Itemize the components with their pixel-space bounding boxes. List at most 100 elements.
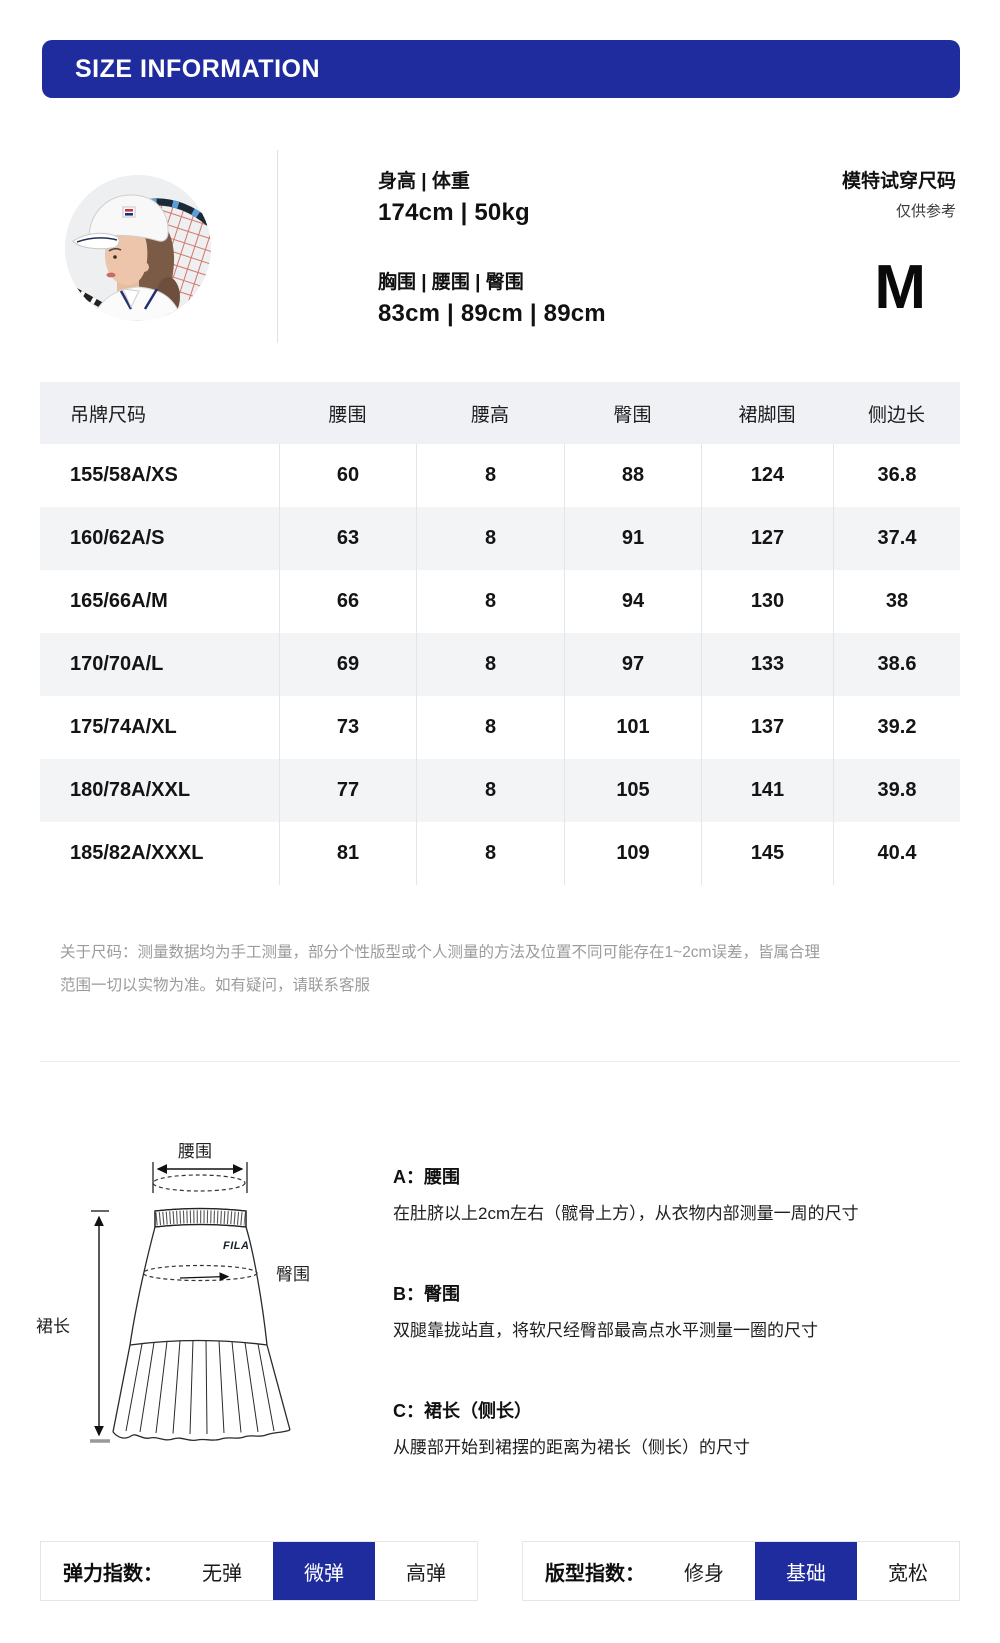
size-note-line1: 关于尺码：测量数据均为手工测量，部分个性版型或个人测量的方法及位置不同可能存在1…: [60, 944, 820, 961]
cell: 36.8: [833, 444, 960, 507]
guide-title: B：臀围: [393, 1284, 460, 1304]
model-stats: 身高 | 体重 174cm | 50kg 胸围 | 腰围 | 臀围 83cm |…: [378, 166, 606, 328]
table-row: 175/74A/XL 73 8 101 137 39.2: [40, 696, 960, 759]
cell: 105: [564, 759, 701, 822]
col-header: 侧边长: [867, 404, 925, 426]
waist-measure: [152, 1162, 248, 1193]
cell: 124: [701, 444, 833, 507]
guide-title: A：腰围: [393, 1167, 460, 1187]
cell: 130: [701, 570, 833, 633]
guide-item-hip: B：臀围 双腿靠拢站直，将软尺经臀部最高点水平测量一圈的尺寸: [393, 1280, 963, 1343]
cell: 66: [279, 570, 416, 633]
cell: 38.6: [833, 633, 960, 696]
elastic-option-slight: 微弹: [273, 1542, 375, 1600]
height-weight-label: 身高 | 体重: [378, 171, 470, 192]
cell: 101: [564, 696, 701, 759]
col-header: 腰高: [470, 404, 509, 426]
fit-option-loose: 宽松: [888, 1562, 928, 1585]
cell: 8: [416, 696, 564, 759]
cell: 8: [416, 633, 564, 696]
cap-brim: [72, 232, 120, 250]
fit-subtitle: 仅供参考: [895, 203, 956, 220]
cell: 127: [701, 507, 833, 570]
table-row: 160/62A/S 63 8 91 127 37.4: [40, 507, 960, 570]
fit-option-slim: 修身: [684, 1562, 724, 1585]
elastic-index-bar: 弹力指数： 无弹 微弹 高弹: [40, 1541, 478, 1601]
cell-size: 165/66A/M: [70, 590, 168, 612]
table-row: 180/78A/XXL 77 8 105 141 39.8: [40, 759, 960, 822]
skirt-brand-logo: FILA: [223, 1240, 249, 1252]
model-size-badge: M: [874, 253, 926, 322]
diagram-length-label: 裙长: [36, 1317, 70, 1336]
col-header: 吊牌尺码: [70, 404, 147, 426]
height-weight-value: 174cm | 50kg: [378, 199, 530, 226]
cell: 91: [564, 507, 701, 570]
model-cap: [88, 194, 169, 242]
size-note-line2: 范围一切以实物为准。如有疑问，请联系客服: [60, 977, 371, 994]
skirt-body: [112, 1226, 291, 1442]
cell: 8: [416, 759, 564, 822]
skirt-diagram: FILA: [30, 1080, 350, 1460]
elastic-index-label: 弹力指数：: [63, 1562, 163, 1585]
cell: 60: [279, 444, 416, 507]
cell: 73: [279, 696, 416, 759]
table-row: 165/66A/M 66 8 94 130 38: [40, 570, 960, 633]
bust-waist-hip-label: 胸围 | 腰围 | 臀围: [378, 272, 524, 293]
section-header: SIZE INFORMATION: [42, 40, 960, 98]
fit-option-regular: 基础: [755, 1542, 857, 1600]
fit-index-bar: 版型指数： 修身 基础 宽松: [522, 1541, 960, 1601]
guide-item-length: C：裙长（侧长） 从腰部开始到裙摆的距离为裙长（侧长）的尺寸: [393, 1397, 963, 1460]
cell: 37.4: [833, 507, 960, 570]
cell-size: 155/58A/XS: [70, 464, 178, 486]
guide-title: C：裙长（侧长）: [393, 1401, 532, 1421]
cell-size: 180/78A/XXL: [70, 779, 191, 801]
cell: 8: [416, 444, 564, 507]
cell: 77: [279, 759, 416, 822]
size-note: 关于尺码：测量数据均为手工测量，部分个性版型或个人测量的方法及位置不同可能存在1…: [60, 936, 950, 1002]
size-table-header: 吊牌尺码 腰围 腰高 臀围 裙脚围 侧边长: [40, 382, 960, 444]
guide-item-waist: A：腰围 在肚脐以上2cm左右（髋骨上方），从衣物内部测量一周的尺寸: [393, 1163, 963, 1226]
cell-size: 185/82A/XXXL: [70, 842, 204, 864]
vertical-divider: [277, 150, 278, 343]
skirt-waistband: [154, 1207, 247, 1228]
cell: 38: [833, 570, 960, 633]
length-measure: [90, 1210, 110, 1443]
cell: 40.4: [833, 822, 960, 885]
cell-size: 175/74A/XL: [70, 716, 177, 738]
bust-waist-hip-value: 83cm | 89cm | 89cm: [378, 300, 606, 327]
cell: 69: [279, 633, 416, 696]
guide-desc: 从腰部开始到裙摆的距离为裙长（侧长）的尺寸: [393, 1438, 750, 1457]
fit-title: 模特试穿尺码: [841, 171, 956, 192]
table-row: 185/82A/XXXL 81 8 109 145 40.4: [40, 822, 960, 885]
measure-guide: A：腰围 在肚脐以上2cm左右（髋骨上方），从衣物内部测量一周的尺寸 B：臀围 …: [393, 1163, 963, 1514]
hip-measure: [142, 1264, 258, 1282]
guide-desc: 在肚脐以上2cm左右（髋骨上方），从衣物内部测量一周的尺寸: [393, 1204, 859, 1223]
table-row: 170/70A/L 69 8 97 133 38.6: [40, 633, 960, 696]
horizontal-divider: [40, 1061, 960, 1062]
guide-desc: 双腿靠拢站直，将软尺经臀部最高点水平测量一圈的尺寸: [393, 1321, 818, 1340]
model-photo-illustration: [65, 175, 211, 321]
skirt-diagram-drawing: FILA: [90, 1162, 291, 1443]
elastic-option-high: 高弹: [406, 1562, 446, 1585]
page-title: SIZE INFORMATION: [75, 54, 321, 83]
model-shirt: [90, 286, 184, 321]
cell: 81: [279, 822, 416, 885]
model-photo: [65, 175, 211, 321]
col-header: 腰围: [328, 404, 367, 426]
cell: 97: [564, 633, 701, 696]
cell: 39.8: [833, 759, 960, 822]
cell: 133: [701, 633, 833, 696]
diagram-waist-label: 腰围: [178, 1142, 212, 1161]
col-header: 裙脚围: [738, 404, 796, 426]
cell: 63: [279, 507, 416, 570]
diagram-hip-label: 臀围: [276, 1265, 310, 1284]
cell: 8: [416, 570, 564, 633]
elastic-option-none: 无弹: [202, 1562, 242, 1585]
cell: 8: [416, 822, 564, 885]
cell: 88: [564, 444, 701, 507]
size-table: 吊牌尺码 腰围 腰高 臀围 裙脚围 侧边长 155/58A/XS 60 8 88…: [40, 382, 960, 885]
fit-index-label: 版型指数：: [545, 1562, 645, 1585]
table-row: 155/58A/XS 60 8 88 124 36.8: [40, 444, 960, 507]
cell: 141: [701, 759, 833, 822]
